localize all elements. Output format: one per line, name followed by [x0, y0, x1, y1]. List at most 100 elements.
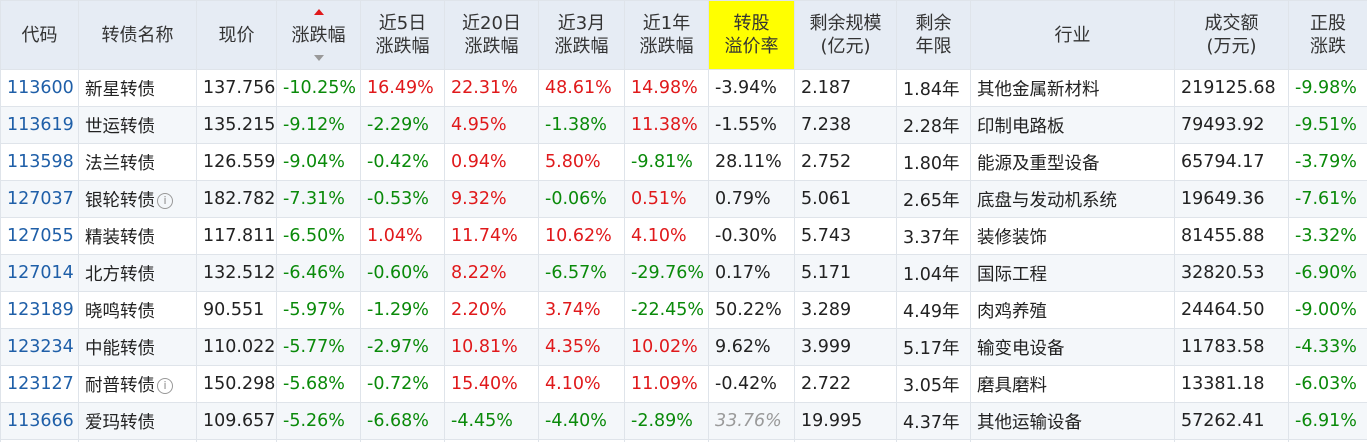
cell-stock_chg: -3.79%	[1288, 143, 1367, 181]
cell-premium: -1.55%	[708, 106, 795, 144]
cell-industry: 输变电设备	[970, 328, 1175, 366]
cell-name[interactable]: 耐普转债 i	[78, 365, 197, 403]
cell-industry: 磨具磨料	[970, 365, 1175, 403]
premium-value: 28.11%	[715, 152, 782, 172]
sort-desc-icon[interactable]	[313, 9, 324, 15]
cell-code[interactable]: 123189	[0, 291, 79, 329]
table-header-row: 代码 转债名称 现价 涨跌幅 近5日 涨跌幅 近20日 涨跌幅 近3月 涨跌幅 近1年 涨跌幅 转股 溢价…	[0, 0, 1367, 70]
change-value: -9.04%	[283, 152, 345, 172]
cell-scale: 2.187	[794, 69, 897, 107]
code-value: 123189	[7, 300, 74, 320]
cell-chg3m: 3.74%	[538, 291, 625, 329]
table-row[interactable]: 123127 耐普转债 i 150.298 -5.68% -0.72% 15.40% 4.10…	[0, 365, 1367, 403]
cell-code[interactable]: 113600	[0, 69, 79, 107]
name-value: 晓鸣转债	[85, 301, 155, 322]
column-header-change[interactable]: 涨跌幅	[276, 0, 361, 70]
column-header-chg1y[interactable]: 近1年 涨跌幅	[624, 0, 709, 70]
info-circle-icon[interactable]: i	[157, 192, 173, 209]
cell-industry: 肉鸡养殖	[970, 291, 1175, 329]
table-row[interactable]: 127055 精装转债 117.811 -6.50% 1.04% 11.74% 10.62%…	[0, 217, 1367, 255]
column-header-chg3m[interactable]: 近3月 涨跌幅	[538, 0, 625, 70]
column-header-years[interactable]: 剩余 年限	[896, 0, 971, 70]
cell-name[interactable]: 晓鸣转债	[78, 291, 197, 329]
change-value: -5.68%	[283, 374, 345, 394]
cell-premium: -0.42%	[708, 365, 795, 403]
table-row[interactable]: 113600 新星转债 137.756 -10.25% 16.49% 22.31% 48.6…	[0, 69, 1367, 107]
change-value: -9.12%	[283, 115, 345, 135]
cell-name[interactable]: 世运转债	[78, 106, 197, 144]
cell-price: 90.551	[196, 291, 277, 329]
column-header-chg5d[interactable]: 近5日 涨跌幅	[360, 0, 445, 70]
table-row[interactable]: 123189 晓鸣转债 90.551 -5.97% -1.29% 2.20% 3.74% -2…	[0, 291, 1367, 329]
years-value: 2.65年	[903, 190, 960, 211]
cell-code[interactable]: 123234	[0, 328, 79, 366]
chg20d-value: 10.81%	[451, 337, 518, 357]
cell-code[interactable]: 113598	[0, 143, 79, 181]
cell-chg3m: 10.62%	[538, 217, 625, 255]
column-header-label: 剩余规模 (亿元)	[809, 13, 882, 57]
table-row[interactable]: 127037 银轮转债 i 182.782 -7.31% -0.53% 9.32% -0.06…	[0, 180, 1367, 218]
cell-name[interactable]: 新星转债	[78, 69, 197, 107]
cell-premium: 28.11%	[708, 143, 795, 181]
info-circle-icon[interactable]: i	[157, 377, 173, 394]
cell-change: -5.26%	[276, 402, 361, 440]
column-header-chg20d[interactable]: 近20日 涨跌幅	[444, 0, 539, 70]
years-value: 4.49年	[903, 301, 960, 322]
scale-value: 7.238	[801, 115, 852, 135]
industry-value: 国际工程	[977, 264, 1047, 285]
table-row[interactable]: 113598 法兰转债 126.559 -9.04% -0.42% 0.94% 5.80% -…	[0, 143, 1367, 181]
cell-name[interactable]: 银轮转债 i	[78, 180, 197, 218]
scale-value: 3.289	[801, 300, 852, 320]
column-header-label: 正股 涨跌	[1310, 13, 1346, 57]
column-header-code[interactable]: 代码	[0, 0, 79, 70]
cell-name[interactable]: 爱玛转债	[78, 402, 197, 440]
column-header-scale[interactable]: 剩余规模 (亿元)	[794, 0, 897, 70]
industry-value: 肉鸡养殖	[977, 301, 1047, 322]
cell-code[interactable]: 127037	[0, 180, 79, 218]
table-row[interactable]: 127014 北方转债 132.512 -6.46% -0.60% 8.22% -6.57%…	[0, 254, 1367, 292]
cell-code[interactable]: 113619	[0, 106, 79, 144]
cell-years: 5.17年	[896, 328, 971, 366]
column-header-turnover[interactable]: 成交额 (万元)	[1174, 0, 1289, 70]
cell-name[interactable]: 北方转债	[78, 254, 197, 292]
stock_chg-value: -9.98%	[1295, 78, 1357, 98]
years-value: 3.37年	[903, 227, 960, 248]
cell-name[interactable]: 精装转债	[78, 217, 197, 255]
column-header-stock_chg[interactable]: 正股 涨跌	[1288, 0, 1367, 70]
cell-chg1y: 11.38%	[624, 106, 709, 144]
column-header-premium[interactable]: 转股 溢价率	[708, 0, 795, 70]
cell-premium: 9.62%	[708, 328, 795, 366]
price-value: 110.022	[203, 337, 276, 357]
cell-name[interactable]: 中能转债	[78, 328, 197, 366]
cell-code[interactable]: 127014	[0, 254, 79, 292]
stock_chg-value: -7.61%	[1295, 189, 1357, 209]
cell-code[interactable]: 123127	[0, 365, 79, 403]
chg5d-value: -6.68%	[367, 411, 429, 431]
cell-price: 150.298	[196, 365, 277, 403]
cell-turnover: 13381.18	[1174, 365, 1289, 403]
chg20d-value: 15.40%	[451, 374, 518, 394]
chg3m-value: -4.40%	[545, 411, 607, 431]
cell-industry: 其他运输设备	[970, 402, 1175, 440]
cell-chg3m: -0.06%	[538, 180, 625, 218]
cell-name[interactable]: 法兰转债	[78, 143, 197, 181]
column-header-industry[interactable]: 行业	[970, 0, 1175, 70]
cell-scale: 3.999	[794, 328, 897, 366]
column-header-price[interactable]: 现价	[196, 0, 277, 70]
cell-turnover: 24464.50	[1174, 291, 1289, 329]
sort-asc-icon[interactable]	[313, 55, 324, 61]
cell-change: -5.77%	[276, 328, 361, 366]
cell-chg20d: 11.74%	[444, 217, 539, 255]
cell-chg3m: -4.40%	[538, 402, 625, 440]
stock_chg-value: -4.33%	[1295, 337, 1357, 357]
table-row[interactable]: 113666 爱玛转债 109.657 -5.26% -6.68% -4.45% -4.40…	[0, 402, 1367, 440]
cell-code[interactable]: 127055	[0, 217, 79, 255]
cell-code[interactable]: 113666	[0, 402, 79, 440]
column-header-name[interactable]: 转债名称	[78, 0, 197, 70]
table-row[interactable]: 123234 中能转债 110.022 -5.77% -2.97% 10.81% 4.35%…	[0, 328, 1367, 366]
table-row[interactable]: 113619 世运转债 135.215 -9.12% -2.29% 4.95% -1.38%…	[0, 106, 1367, 144]
price-value: 137.756	[203, 78, 276, 98]
column-header-label: 现价	[218, 24, 255, 46]
turnover-value: 24464.50	[1181, 300, 1265, 320]
cell-change: -5.68%	[276, 365, 361, 403]
